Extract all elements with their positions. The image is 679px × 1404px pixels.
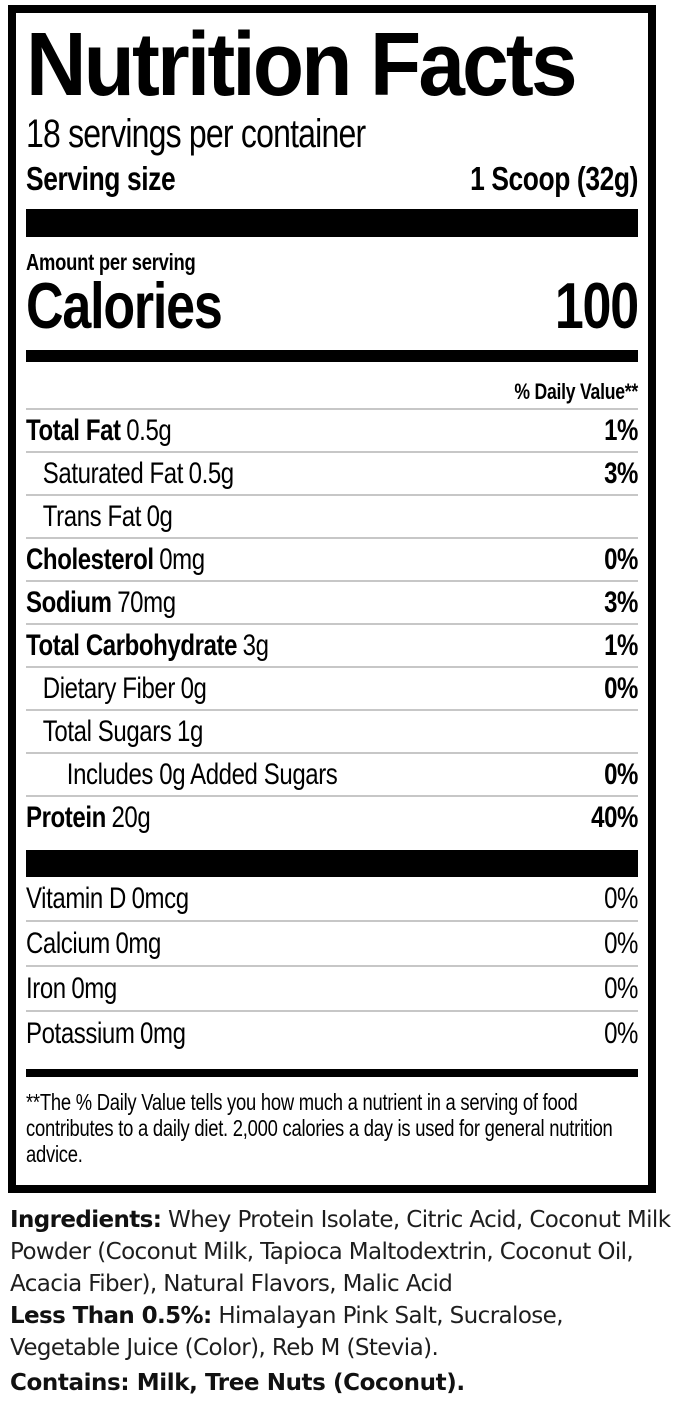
contains-statement: Contains: Milk, Tree Nuts (Coconut). — [10, 1368, 672, 1398]
nutrient-dv: 40% — [591, 801, 638, 835]
divider-bar-thick — [26, 850, 638, 878]
nutrient-row-sodium: Sodium 70mg 3% — [26, 582, 638, 626]
vitamin-dv: 0% — [604, 882, 638, 916]
divider-bar-medium — [26, 350, 638, 363]
nutrient-dv: 3% — [604, 586, 638, 620]
vitamin-row-iron: Iron 0mg 0% — [26, 967, 638, 1013]
calories-row: Calories 100 — [26, 269, 639, 343]
vitamin-row-vitamin-d: Vitamin D 0mcg 0% — [26, 877, 638, 923]
nutrient-name: Dietary Fiber 0g — [42, 672, 207, 706]
vitamin-name: Iron 0mg — [26, 972, 117, 1006]
nutrient-row-saturated-fat: Saturated Fat 0.5g 3% — [26, 453, 638, 497]
servings-per-container: 18 servings per container — [26, 112, 366, 157]
nutrient-dv: 1% — [604, 414, 638, 448]
vitamin-name: Vitamin D 0mcg — [26, 882, 189, 916]
nutrient-row-trans-fat: Trans Fat 0g — [26, 496, 638, 540]
serving-size-value: 1 Scoop (32g) — [470, 160, 638, 198]
nutrient-name: Total Carbohydrate 3g — [26, 629, 269, 663]
contains-label: Contains: — [10, 1370, 130, 1396]
nutrient-name: Trans Fat 0g — [42, 500, 173, 534]
nutrient-row-added-sugars: Includes 0g Added Sugars 0% — [26, 754, 638, 798]
vitamin-name: Potassium 0mg — [26, 1017, 186, 1051]
nutrient-row-total-carbohydrate: Total Carbohydrate 3g 1% — [26, 625, 638, 669]
nutrient-row-total-sugars: Total Sugars 1g — [26, 711, 638, 755]
ingredients-list: Whey Protein Isolate, Citric Acid, Cocon… — [10, 1207, 671, 1297]
calories-label: Calories — [26, 269, 223, 343]
serving-size-label: Serving size — [26, 160, 176, 198]
nutrient-amount: 70mg — [117, 586, 176, 620]
nutrient-name: Total Sugars 1g — [42, 715, 204, 749]
nutrient-dv: 0% — [604, 672, 638, 706]
daily-value-footnote: **The % Daily Value tells you how much a… — [26, 1089, 613, 1168]
nutrient-amount: 0g — [180, 672, 207, 706]
less-than-paragraph: Less Than 0.5%: Himalayan Pink Salt, Suc… — [10, 1300, 672, 1364]
nutrient-name: Includes 0g Added Sugars — [66, 758, 338, 792]
nutrient-dv: 1% — [604, 629, 638, 663]
nutrient-amount: 1g — [177, 715, 203, 749]
nutrient-name: Protein 20g — [26, 801, 151, 835]
nutrient-dv: 3% — [604, 457, 638, 491]
ingredients-label: Ingredients: — [10, 1207, 162, 1233]
nutrient-row-protein: Protein 20g 40% — [26, 797, 638, 838]
nutrient-name: Cholesterol 0mg — [26, 543, 205, 577]
nutrient-amount: 3g — [242, 629, 269, 663]
nutrient-row-dietary-fiber: Dietary Fiber 0g 0% — [26, 668, 638, 712]
amount-per-serving-label: Amount per serving — [26, 249, 196, 276]
ingredients-paragraph: Ingredients: Whey Protein Isolate, Citri… — [10, 1204, 672, 1300]
nutrient-amount: 0.5g — [126, 414, 172, 448]
nutrient-amount: 0g — [146, 500, 173, 534]
vitamin-amount: 0mg — [71, 972, 117, 1006]
ingredients-section: Ingredients: Whey Protein Isolate, Citri… — [10, 1204, 672, 1364]
serving-size-row: Serving size 1 Scoop (32g) — [26, 157, 638, 201]
contains-value: Milk, Tree Nuts (Coconut). — [129, 1370, 465, 1396]
nutrient-row-total-fat: Total Fat 0.5g 1% — [26, 410, 638, 454]
nutrient-amount: 20g — [111, 801, 151, 835]
nutrient-dv: 0% — [604, 758, 638, 792]
vitamin-amount: 0mg — [115, 927, 161, 961]
label-title-wrap: Nutrition Facts — [26, 13, 638, 115]
calories-value: 100 — [554, 269, 639, 343]
nutrient-row-cholesterol: Cholesterol 0mg 0% — [26, 539, 638, 583]
vitamin-dv: 0% — [604, 972, 638, 1006]
less-than-list: Himalayan Pink Salt, Sucralose, Vegetabl… — [10, 1303, 564, 1361]
vitamin-amount: 0mcg — [131, 882, 189, 916]
nutrition-facts-label: Nutrition Facts 18 servings per containe… — [8, 5, 656, 1193]
nutrient-dv: 0% — [604, 543, 638, 577]
vitamin-amount: 0mg — [140, 1017, 186, 1051]
label-title: Nutrition Facts — [26, 15, 578, 115]
less-than-label: Less Than 0.5%: — [10, 1303, 212, 1329]
nutrient-name: Total Fat 0.5g — [26, 414, 172, 448]
vitamin-dv: 0% — [604, 927, 638, 961]
divider-bar-thick — [26, 209, 638, 238]
vitamin-name: Calcium 0mg — [26, 927, 161, 961]
nutrient-amount: 0.5g — [188, 457, 235, 491]
vitamin-row-potassium: Potassium 0mg 0% — [26, 1012, 638, 1055]
nutrient-name: Saturated Fat 0.5g — [42, 457, 235, 491]
vitamin-dv: 0% — [604, 1017, 638, 1051]
daily-value-header: % Daily Value** — [26, 362, 638, 411]
divider-bar-small — [26, 1069, 638, 1078]
nutrient-amount: 0mg — [159, 543, 205, 577]
nutrient-name: Sodium 70mg — [26, 586, 176, 620]
vitamin-row-calcium: Calcium 0mg 0% — [26, 922, 638, 968]
